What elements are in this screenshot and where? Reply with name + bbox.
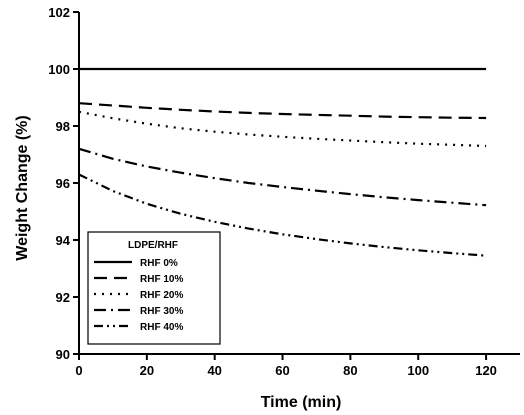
legend-title: LDPE/RHF	[128, 240, 178, 251]
x-tick-label: 100	[407, 363, 429, 378]
legend-box	[87, 231, 221, 345]
x-axis-title: Time (min)	[261, 394, 342, 411]
legend-label-0: RHF 0%	[140, 258, 178, 269]
y-tick-label: 96	[56, 176, 70, 191]
x-tick-label: 120	[475, 363, 497, 378]
legend-label-4: RHF 40%	[140, 322, 183, 333]
legend-label-2: RHF 20%	[140, 290, 183, 301]
series-line-3	[78, 147, 487, 207]
x-tick-label: 80	[343, 363, 357, 378]
y-tick-label: 100	[48, 62, 70, 77]
x-tick-label: 60	[275, 363, 289, 378]
x-tick-label: 0	[75, 363, 82, 378]
axes: 90 92 94 96 98 100 102 0 20 40 60 80 100 120	[48, 5, 520, 378]
series-line-4	[78, 173, 487, 257]
y-tick-label: 90	[56, 347, 70, 362]
legend: LDPE/RHF RHF 0% RHF 10% RHF 20% RHF 30% RHF 4…	[87, 231, 221, 345]
x-tick-label: 40	[207, 363, 221, 378]
y-tick-label: 92	[56, 290, 70, 305]
series-layer	[78, 67, 487, 257]
y-axis-title: Weight Change (%)	[14, 115, 31, 260]
y-tick-label: 94	[56, 233, 71, 248]
legend-label-3: RHF 30%	[140, 306, 183, 317]
x-tick-label: 20	[140, 363, 154, 378]
y-tick-label: 98	[56, 119, 70, 134]
y-tick-label: 102	[48, 5, 70, 20]
series-line-1	[78, 102, 487, 120]
legend-label-1: RHF 10%	[140, 274, 183, 285]
